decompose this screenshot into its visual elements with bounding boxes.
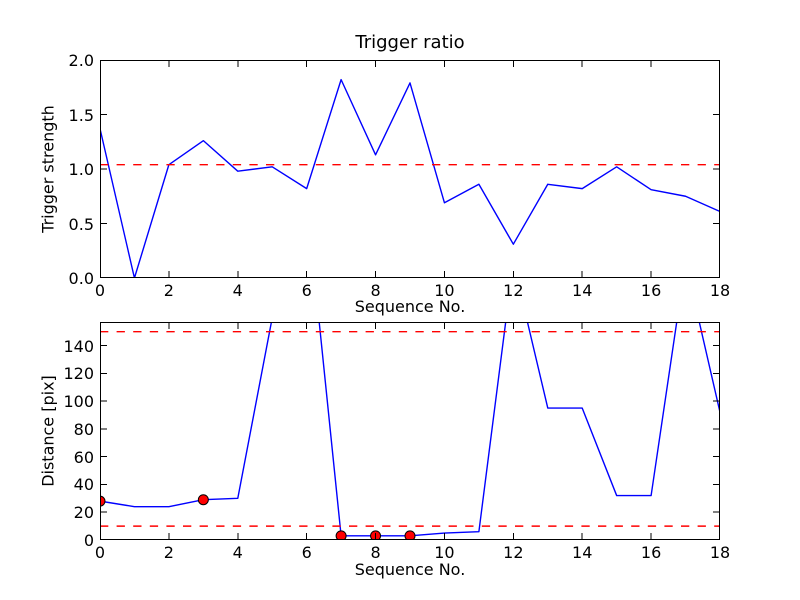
x-tick-label: 14 [572,281,593,300]
x-tick-label: 8 [370,543,381,562]
y-tick-label: 1.0 [68,160,94,179]
plot-area [100,322,720,540]
x-tick-label: 0 [94,281,106,300]
y-tick-label: 80 [73,419,94,439]
y-tick-label: 0 [83,531,94,550]
top-x-axis-label: Sequence No. [354,297,466,316]
y-tick-label: 140 [63,336,94,356]
series-line [100,78,720,278]
x-tick-label: 18 [709,543,731,562]
top-axes [100,60,720,278]
y-tick-label: 20 [73,503,94,523]
plot-area [100,60,720,278]
x-tick-label: 18 [709,281,731,300]
y-tick-label: 100 [63,392,94,412]
y-tick-label: 0.5 [68,214,94,234]
y-tick-label: 0.0 [68,269,94,288]
x-tick-label: 4 [232,281,243,300]
y-tick-label: 60 [73,447,94,467]
y-tick-label: 120 [63,364,94,384]
x-tick-label: 14 [572,543,593,562]
x-tick-label: 6 [301,543,312,562]
marker-dot [100,495,106,507]
marker-dot [404,530,416,540]
x-tick-label: 4 [232,543,243,562]
axes-frame [100,322,720,540]
bottom-axes [100,322,720,540]
x-tick-label: 10 [434,543,455,562]
bottom-x-axis-label: Sequence No. [354,560,466,579]
axes-frame [100,60,720,278]
marker-dot [335,530,347,540]
y-tick-label: 1.5 [68,105,94,125]
x-tick-label: 10 [434,281,455,300]
x-tick-label: 16 [640,281,662,300]
x-tick-label: 6 [301,281,312,300]
x-tick-label: 2 [163,281,174,300]
marker-dot [197,494,209,506]
x-tick-label: 0 [94,543,106,562]
x-tick-label: 16 [640,543,662,562]
x-tick-label: 12 [503,543,524,562]
y-tick-label: 2.0 [68,51,94,70]
x-tick-label: 12 [503,281,524,300]
x-tick-label: 2 [163,543,174,562]
series-line [100,322,720,537]
chart-title: Trigger ratio [355,32,465,53]
y-tick-label: 40 [73,475,94,495]
x-tick-label: 8 [370,281,381,300]
